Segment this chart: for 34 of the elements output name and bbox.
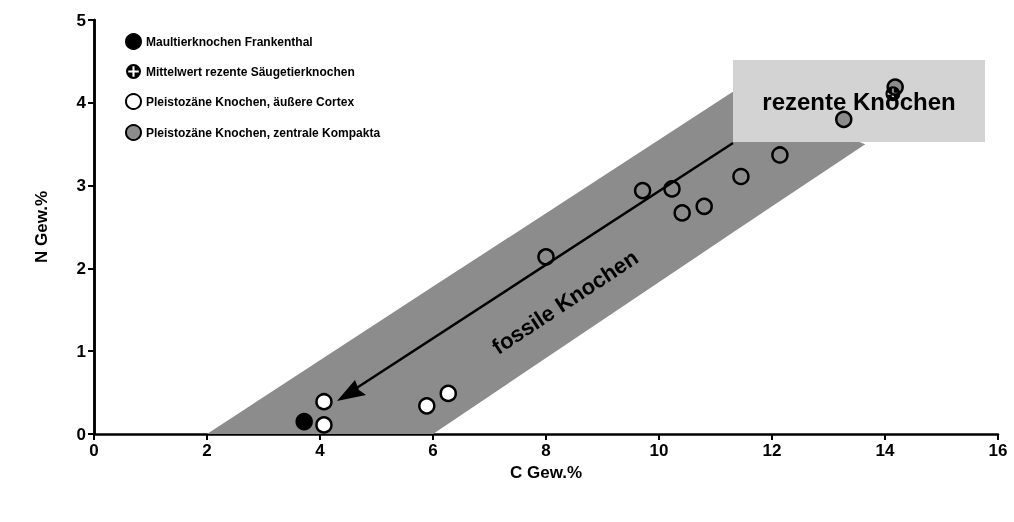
point: [315, 392, 333, 411]
point: [835, 110, 853, 129]
x-tick-label: 2: [202, 441, 212, 460]
point: [295, 412, 313, 431]
legend-label: Mittelwert rezente Säugetierknochen: [146, 64, 355, 79]
x-tick-label: 12: [762, 441, 782, 460]
point: [537, 248, 555, 266]
x-tick-label: 10: [649, 441, 669, 460]
x-tick-label: 0: [89, 441, 99, 460]
x-tick-label: 4: [315, 441, 326, 460]
legend-label: Pleistozäne Knochen, äußere Cortex: [146, 94, 355, 109]
y-tick-label: 0: [76, 424, 86, 444]
point: [418, 397, 436, 415]
x-tick-label: 6: [428, 441, 438, 460]
point: [673, 204, 691, 222]
annotation: rezente Knochen: [762, 87, 956, 115]
y-tick-label: 1: [76, 341, 86, 361]
x-tick-label: 16: [988, 441, 1008, 460]
legend-label: Pleistozäne Knochen, zentrale Kompakta: [146, 125, 381, 140]
point: [633, 181, 652, 200]
point: [771, 146, 789, 164]
point: [732, 167, 750, 186]
y-axis-title: N Gew.%: [32, 190, 51, 264]
legend-label: Maultierknochen Frankenthal: [146, 34, 313, 49]
y-tick-label: 5: [76, 10, 86, 30]
point: [695, 197, 713, 216]
y-tick-label: 2: [76, 258, 86, 278]
y-tick-label: 3: [76, 176, 86, 196]
point: [439, 384, 458, 403]
y-tick-label: 4: [76, 93, 87, 113]
point: [315, 416, 333, 434]
x-tick-label: 14: [875, 441, 895, 460]
x-axis-title: C Gew.%: [509, 463, 583, 482]
x-tick-label: 8: [541, 441, 551, 460]
